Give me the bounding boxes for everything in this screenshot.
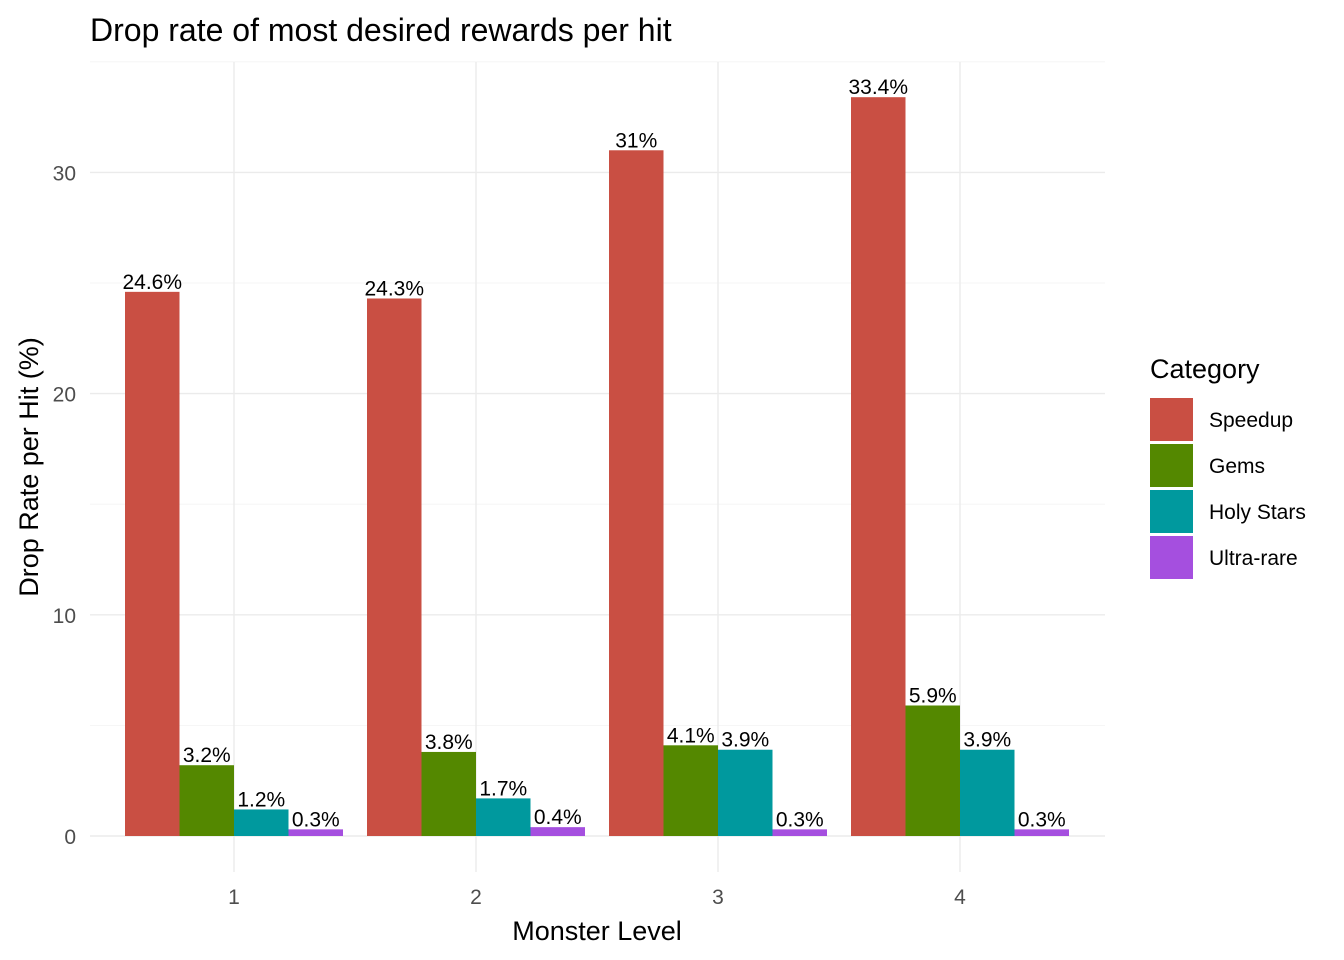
legend-label: Ultra-rare — [1209, 547, 1298, 570]
data-label: 3.9% — [721, 729, 769, 752]
bars — [125, 97, 1069, 836]
bar-speedup — [125, 291, 180, 836]
data-label: 31% — [615, 129, 657, 152]
data-label: 24.3% — [364, 277, 424, 300]
data-labels: 24.6% 3.2% 1.2% 0.3% 24.3% 3.8% 1.7% 0.4% 31% 4.1… — [122, 76, 1065, 831]
y-axis-title: Drop Rate per Hit (%) — [14, 337, 44, 597]
legend-key-speedup — [1150, 398, 1193, 441]
data-label: 3.2% — [183, 744, 231, 767]
chart-title: Drop rate of most desired rewards per hi… — [90, 12, 672, 48]
legend-key-gems — [1150, 444, 1193, 487]
data-label: 3.8% — [425, 731, 473, 754]
data-label: 1.7% — [479, 777, 527, 800]
legend-key-holy-stars — [1150, 490, 1193, 533]
y-tick-label: 0 — [64, 826, 76, 849]
data-label: 1.2% — [237, 788, 285, 811]
x-tick-label: 3 — [712, 886, 724, 909]
y-axis-ticks: 0 10 20 30 — [53, 162, 76, 849]
data-label: 33.4% — [848, 76, 908, 99]
bar-ultra-rare — [1014, 829, 1069, 836]
bar-speedup — [367, 298, 422, 836]
x-axis-title: Monster Level — [512, 916, 682, 946]
bar-speedup — [609, 150, 664, 836]
legend-label: Holy Stars — [1209, 501, 1306, 524]
bar-holy-stars — [960, 749, 1015, 836]
data-label: 5.9% — [909, 684, 957, 707]
bar-holy-stars — [718, 749, 773, 836]
legend-label: Speedup — [1209, 409, 1293, 432]
bar-gems — [905, 705, 960, 836]
legend-label: Gems — [1209, 455, 1265, 478]
bar-ultra-rare — [772, 829, 827, 836]
data-label: 0.4% — [534, 806, 582, 829]
x-axis-ticks: 1 2 3 4 — [228, 886, 966, 909]
bar-speedup — [851, 97, 906, 836]
x-tick-label: 2 — [470, 886, 482, 909]
data-label: 4.1% — [667, 724, 715, 747]
y-tick-label: 20 — [53, 384, 76, 407]
data-label: 0.3% — [292, 808, 340, 831]
bar-holy-stars — [476, 798, 531, 836]
legend-title: Category — [1150, 354, 1260, 384]
bar-gems — [421, 751, 476, 836]
x-tick-label: 4 — [954, 886, 966, 909]
data-label: 0.3% — [776, 808, 824, 831]
data-label: 24.6% — [122, 271, 182, 294]
bar-holy-stars — [234, 809, 289, 836]
legend: Category Speedup Gems Holy Stars Ultra-rare — [1150, 354, 1306, 579]
grid — [90, 61, 1105, 872]
legend-key-ultra-rare — [1150, 536, 1193, 579]
bar-ultra-rare — [530, 827, 585, 836]
bar-gems — [179, 765, 234, 836]
data-label: 0.3% — [1018, 808, 1066, 831]
y-tick-label: 10 — [53, 605, 76, 628]
x-tick-label: 1 — [228, 886, 240, 909]
data-label: 3.9% — [963, 729, 1011, 752]
bar-ultra-rare — [288, 829, 343, 836]
bar-gems — [663, 745, 718, 836]
y-tick-label: 30 — [53, 162, 76, 185]
